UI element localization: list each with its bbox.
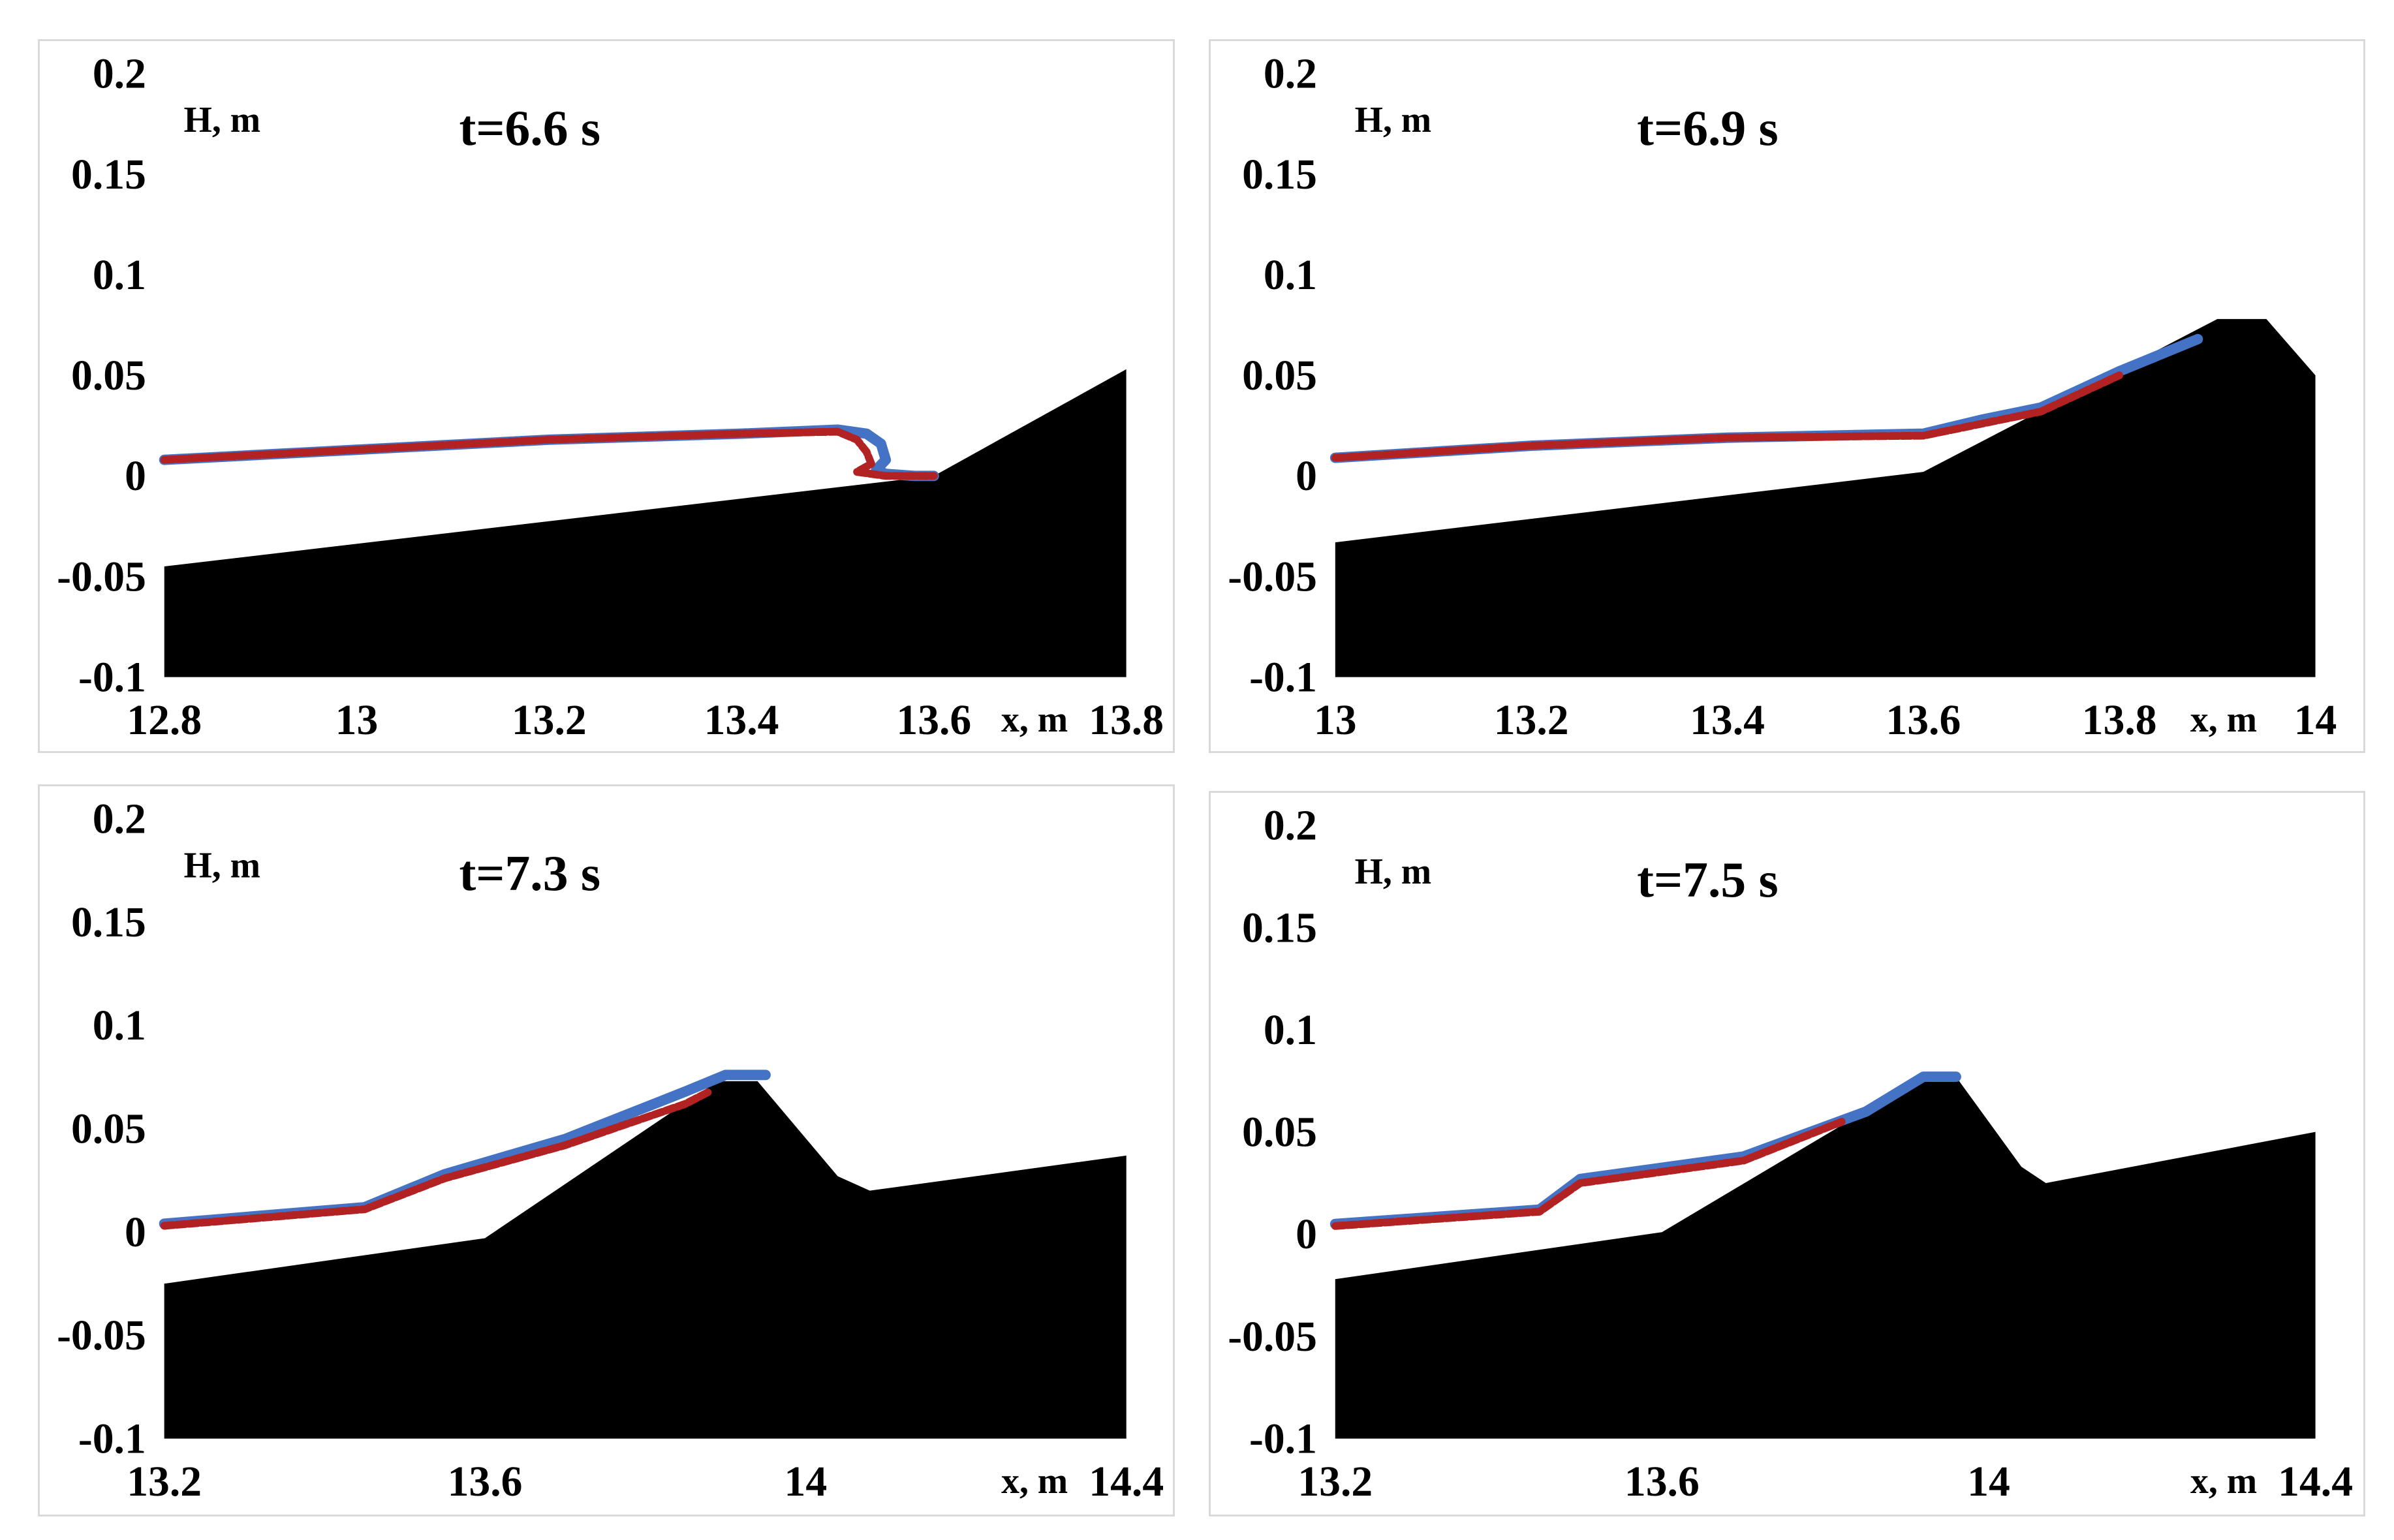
x-tick-label: 13.4 [1690,697,1765,744]
x-tick-label: 13.2 [1298,1458,1373,1505]
y-tick-label: 0.15 [71,899,146,946]
y-tick-label: 0.05 [71,1106,146,1153]
y-axis-label: H, m [1355,852,1432,892]
x-axis-label: x, m [2190,1461,2257,1502]
bottom-profile [164,369,1127,677]
surface-series-2 [1331,371,2124,462]
y-tick-label: 0.2 [1264,803,1317,850]
x-tick-label: 13 [1314,697,1357,744]
y-tick-label: 0.2 [93,51,146,98]
chart-svg: -0.1 -0.05 0 0.05 0.1 0.15 0.2 13 13.2 13.4 13.6 13… [1228,51,2337,745]
y-axis-label: H, m [183,845,260,886]
x-tick-label: 13.8 [2082,697,2157,744]
chart-panel-t66: -0.1 -0.05 0 0.05 0.1 0.15 0.2 12.8 13 13.2 13.4 13… [38,39,1175,753]
x-tick-label: 13.6 [1624,1458,1700,1505]
chart-title: t=7.3 s [459,845,600,901]
y-tick-label: 0 [1296,453,1317,500]
chart-panel-t73: -0.1 -0.05 0 0.05 0.1 0.15 0.2 13.2 13.6 14 14.4 x,… [38,784,1175,1517]
surface-series-2 [1331,1118,1846,1230]
x-tick-label: 14 [785,1458,828,1505]
y-tick-label: 0.2 [93,796,146,843]
y-tick-label: 0.1 [93,252,146,299]
x-axis-label: x, m [2190,700,2257,740]
x-tick-label: 14.4 [1089,1458,1164,1505]
chart-panel-t69: -0.1 -0.05 0 0.05 0.1 0.15 0.2 13 13.2 13.4 13.6 13… [1209,39,2365,753]
y-axis-label: H, m [1355,100,1432,140]
chart-panel-t75: -0.1 -0.05 0 0.05 0.1 0.15 0.2 13.2 13.6 14 14.4 x,… [1209,791,2365,1517]
y-tick-label: 0.05 [1242,352,1317,399]
y-tick-label: -0.05 [1228,553,1317,600]
y-tick-label: 0.2 [1264,51,1317,98]
y-tick-label: 0 [1296,1211,1317,1258]
y-tick-label: 0.05 [71,352,146,399]
surface-series-2 [160,427,938,480]
y-tick-label: -0.05 [57,553,146,600]
x-tick-label: 13.6 [896,697,971,744]
y-tick-label: -0.1 [1249,654,1317,701]
x-tick-label: 12.8 [127,697,202,744]
y-tick-label: 0.1 [1264,252,1317,299]
bottom-profile [164,1081,1127,1439]
chart-svg: -0.1 -0.05 0 0.05 0.1 0.15 0.2 13.2 13.6 14 14.4 x,… [57,796,1164,1506]
x-axis-label: x, m [1001,700,1068,740]
y-tick-label: 0.15 [1242,151,1317,198]
y-tick-label: -0.1 [1249,1416,1317,1463]
y-tick-label: -0.1 [78,654,146,701]
x-tick-label: 13.2 [1494,697,1569,744]
x-tick-label: 13.8 [1089,697,1164,744]
y-tick-label: 0 [125,453,146,500]
x-tick-label: 13.4 [704,697,779,744]
x-tick-label: 13.2 [512,697,587,744]
y-tick-label: -0.05 [57,1312,146,1359]
bottom-profile [1335,318,2316,677]
x-tick-label: 13.6 [448,1458,523,1505]
y-tick-label: 0.05 [1242,1109,1317,1156]
chart-svg: -0.1 -0.05 0 0.05 0.1 0.15 0.2 12.8 13 13.2 13.4 13… [57,51,1164,745]
y-tick-label: -0.1 [78,1416,146,1463]
chart-svg: -0.1 -0.05 0 0.05 0.1 0.15 0.2 13.2 13.6 14 14.4 x,… [1228,803,2353,1506]
x-tick-label: 13.2 [127,1458,202,1505]
surface-series-2 [160,1087,713,1230]
x-tick-label: 13.6 [1886,697,1961,744]
chart-title: t=7.5 s [1637,852,1779,908]
x-tick-label: 14 [1967,1458,2010,1505]
chart-title: t=6.9 s [1637,100,1779,156]
bottom-profile [1335,1077,2316,1439]
y-tick-label: 0.1 [93,1002,146,1049]
y-axis-label: H, m [184,100,261,140]
y-tick-label: 0.15 [1242,904,1317,951]
y-tick-label: -0.05 [1228,1314,1317,1361]
y-tick-label: 0.15 [71,151,146,198]
y-tick-label: 0.1 [1264,1007,1317,1054]
y-tick-label: 0 [125,1209,146,1256]
x-axis-label: x, m [1001,1461,1068,1502]
x-tick-label: 14.4 [2278,1458,2353,1505]
x-tick-label: 13 [335,697,379,744]
chart-title: t=6.6 s [459,100,601,156]
x-tick-label: 14 [2294,697,2337,744]
